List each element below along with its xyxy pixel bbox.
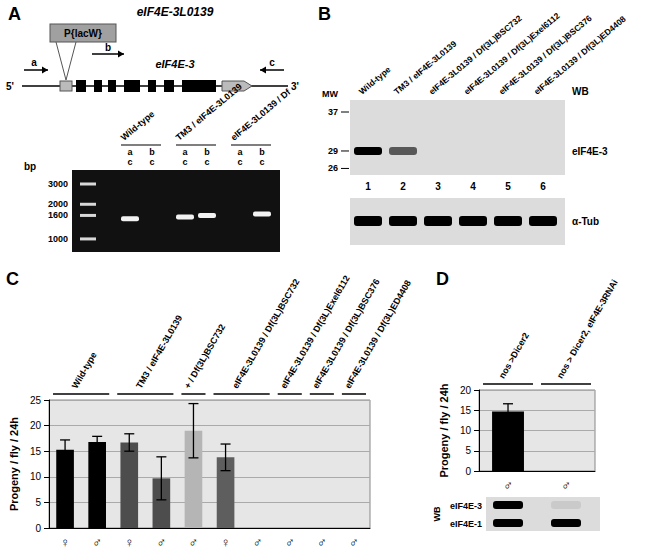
svg-text:♂: ♂	[189, 535, 199, 550]
svg-text:WB: WB	[572, 86, 589, 97]
svg-text:♂: ♂	[92, 535, 102, 550]
svg-text:0: 0	[35, 523, 41, 534]
svg-text:3000: 3000	[48, 179, 68, 189]
svg-text:a: a	[31, 57, 37, 68]
svg-text:eIF4E-3L0139 / Df: eIF4E-3L0139 / Df	[229, 86, 293, 142]
svg-text:♂: ♂	[317, 535, 327, 550]
svg-text:1: 1	[365, 181, 371, 192]
svg-text:c: c	[259, 157, 264, 167]
svg-text:♀: ♀	[124, 535, 134, 550]
svg-text:eIF4E-3L0139 / Df(3L)Exel6112: eIF4E-3L0139 / Df(3L)Exel6112	[461, 10, 562, 97]
svg-text:Progeny / fly / 24h: Progeny / fly / 24h	[438, 383, 450, 477]
svg-text:TM3 / eIF4E-3L0139: TM3 / eIF4E-3L0139	[392, 38, 459, 96]
svg-text:♂: ♂	[253, 535, 263, 550]
svg-text:1000: 1000	[48, 234, 68, 244]
svg-text:5: 5	[505, 181, 511, 192]
svg-text:eIF4E-3L0139 / Df(3L)ED4408: eIF4E-3L0139 / Df(3L)ED4408	[343, 278, 413, 390]
svg-text:20: 20	[30, 420, 42, 431]
svg-text:♂: ♂	[503, 478, 513, 493]
svg-text:P{lacW}: P{lacW}	[64, 28, 102, 39]
svg-text:37: 37	[328, 107, 338, 117]
svg-text:eIF4E-1: eIF4E-1	[450, 519, 482, 529]
svg-text:eIF4E-3L0139: eIF4E-3L0139	[137, 5, 214, 19]
svg-text:eIF4E-3L0139 / Df(3L)BSC376: eIF4E-3L0139 / Df(3L)BSC376	[496, 13, 594, 97]
svg-text:b: b	[149, 147, 155, 157]
svg-text:3: 3	[435, 181, 441, 192]
svg-text:TM3 / eIF4E-3L0139: TM3 / eIF4E-3L0139	[134, 313, 184, 390]
svg-text:♂: ♂	[156, 535, 166, 550]
svg-text:0: 0	[465, 466, 471, 477]
svg-text:♀: ♀	[221, 535, 231, 550]
svg-text:c: c	[127, 157, 132, 167]
svg-text:D: D	[436, 269, 449, 289]
svg-text:Wild-type: Wild-type	[357, 64, 393, 96]
svg-text:eIF4E-3L0139 / Df(3L)BSC376: eIF4E-3L0139 / Df(3L)BSC376	[311, 277, 382, 390]
svg-text:TM3 / eIF4E-3L0139: TM3 / eIF4E-3L0139	[173, 81, 244, 143]
svg-text:nos >Dicer2: nos >Dicer2	[497, 331, 531, 380]
svg-text:a: a	[237, 147, 243, 157]
svg-text:Wild-type: Wild-type	[70, 350, 99, 390]
svg-text:♂: ♂	[349, 535, 359, 550]
svg-text:10: 10	[30, 471, 42, 482]
svg-text:eIF4E-3: eIF4E-3	[450, 501, 482, 511]
svg-text:c: c	[204, 157, 209, 167]
svg-text:20: 20	[460, 385, 472, 396]
svg-text:10: 10	[460, 425, 472, 436]
svg-text:+ / Df(3L)BSC732: + / Df(3L)BSC732	[182, 322, 227, 390]
svg-text:25: 25	[30, 395, 42, 406]
svg-text:a: a	[127, 147, 133, 157]
svg-text:2000: 2000	[48, 199, 68, 209]
svg-text:♂: ♂	[285, 535, 295, 550]
svg-text:15: 15	[460, 405, 472, 416]
svg-text:WB: WB	[432, 506, 442, 521]
svg-text:c: c	[149, 157, 154, 167]
svg-text:1600: 1600	[48, 210, 68, 220]
svg-text:26: 26	[328, 163, 338, 173]
svg-text:B: B	[318, 4, 331, 24]
svg-text:a: a	[182, 147, 188, 157]
svg-text:6: 6	[540, 181, 546, 192]
svg-text:eIF4E-3L0139 / Df(3L)BSC732: eIF4E-3L0139 / Df(3L)BSC732	[426, 13, 524, 97]
svg-text:b: b	[105, 42, 111, 53]
svg-text:Progeny / fly / 24h: Progeny / fly / 24h	[8, 417, 20, 511]
svg-text:eIF4E-3: eIF4E-3	[572, 146, 608, 157]
svg-text:♀: ♀	[60, 535, 70, 550]
svg-text:♂: ♂	[561, 478, 571, 493]
svg-text:3': 3'	[291, 81, 299, 92]
svg-text:Wild-type: Wild-type	[119, 109, 156, 143]
svg-text:4: 4	[470, 181, 476, 192]
svg-text:b: b	[259, 147, 265, 157]
svg-text:eIF4E-3L0139 / Df(3L)ED4408: eIF4E-3L0139 / Df(3L)ED4408	[532, 14, 628, 97]
svg-text:c: c	[237, 157, 242, 167]
svg-text:MW: MW	[322, 89, 338, 99]
svg-text:15: 15	[30, 446, 42, 457]
svg-text:b: b	[204, 147, 210, 157]
svg-text:c: c	[182, 157, 187, 167]
svg-text:c: c	[269, 57, 275, 68]
svg-text:2: 2	[400, 181, 406, 192]
svg-text:nos > Dicer2, eIF4E-3RNAi: nos > Dicer2, eIF4E-3RNAi	[555, 278, 620, 381]
svg-text:α-Tub: α-Tub	[572, 216, 599, 227]
svg-text:5: 5	[35, 497, 41, 508]
svg-text:A: A	[8, 4, 21, 24]
svg-text:5': 5'	[6, 81, 14, 92]
svg-text:bp: bp	[24, 161, 36, 172]
svg-text:29: 29	[328, 146, 338, 156]
svg-text:eIF4E-3L0139 / Df(3L)BSC732: eIF4E-3L0139 / Df(3L)BSC732	[230, 277, 302, 391]
svg-text:C: C	[6, 269, 19, 289]
svg-text:eIF4E-3L0139 / Df(3L)Exel6112: eIF4E-3L0139 / Df(3L)Exel6112	[278, 273, 352, 391]
svg-text:5: 5	[465, 445, 471, 456]
svg-text:eIF4E-3: eIF4E-3	[155, 58, 194, 70]
